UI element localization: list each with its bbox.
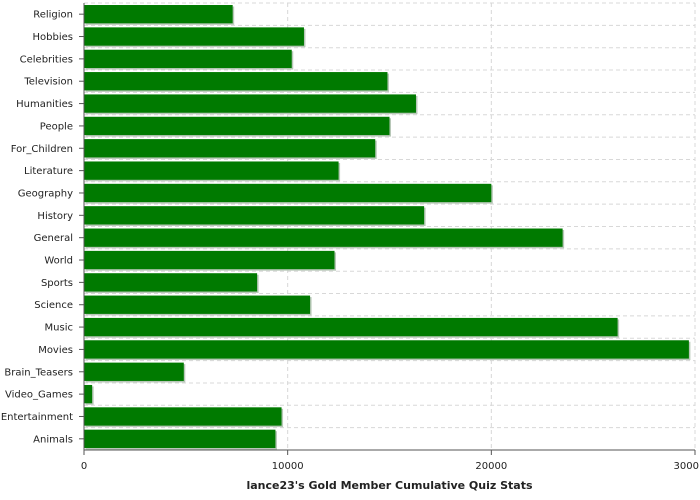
x-tick-label: 20000: [475, 461, 507, 472]
bar: [84, 72, 388, 91]
bar: [84, 250, 335, 270]
category-label: History: [37, 211, 73, 222]
x-tick-labels: 0 10000 20000 3000: [81, 450, 699, 472]
x-tick-label: 0: [81, 461, 87, 472]
category-label: Literature: [24, 166, 73, 177]
bar: [84, 273, 258, 292]
bar: [84, 317, 618, 337]
bar: [84, 183, 492, 203]
category-label: Television: [23, 77, 73, 88]
category-label: Animals: [33, 434, 73, 445]
bar: [84, 161, 339, 180]
category-label: For_Children: [11, 144, 73, 155]
x-tick-label: 10000: [272, 461, 304, 472]
category-label: Music: [45, 323, 73, 334]
bar: [84, 295, 311, 314]
category-label: Video_Games: [5, 390, 73, 401]
bar: [84, 49, 292, 69]
category-label: General: [34, 233, 73, 244]
bar: [84, 94, 416, 113]
category-labels: Religion Hobbies Celebrities Television Huma…: [1, 10, 84, 445]
category-label: Entertainment: [1, 412, 73, 423]
category-label: People: [40, 121, 73, 132]
bar: [84, 384, 93, 404]
bar: [84, 5, 233, 24]
category-label: Hobbies: [33, 32, 73, 43]
category-label: Geography: [18, 188, 73, 199]
bar: [84, 228, 563, 247]
bar: [84, 27, 304, 46]
category-label: Sports: [41, 278, 73, 289]
category-label: Brain_Teasers: [4, 367, 73, 378]
bar: [84, 340, 689, 359]
bars: [84, 5, 691, 450]
category-label: Movies: [38, 345, 73, 356]
category-label: World: [44, 256, 73, 267]
bar: [84, 206, 425, 225]
bar: [84, 139, 376, 158]
bar: [84, 116, 390, 136]
x-tick-label: 3000: [674, 461, 699, 472]
category-label: Religion: [33, 10, 73, 21]
category-label: Celebrities: [20, 54, 73, 65]
bar: [84, 429, 276, 448]
category-label: Humanities: [16, 99, 73, 110]
gridlines: [83, 2, 696, 451]
category-label: Science: [34, 300, 73, 311]
bar: [84, 362, 184, 381]
bar: [84, 407, 282, 426]
x-axis-title: lance23's Gold Member Cumulative Quiz St…: [246, 479, 533, 492]
